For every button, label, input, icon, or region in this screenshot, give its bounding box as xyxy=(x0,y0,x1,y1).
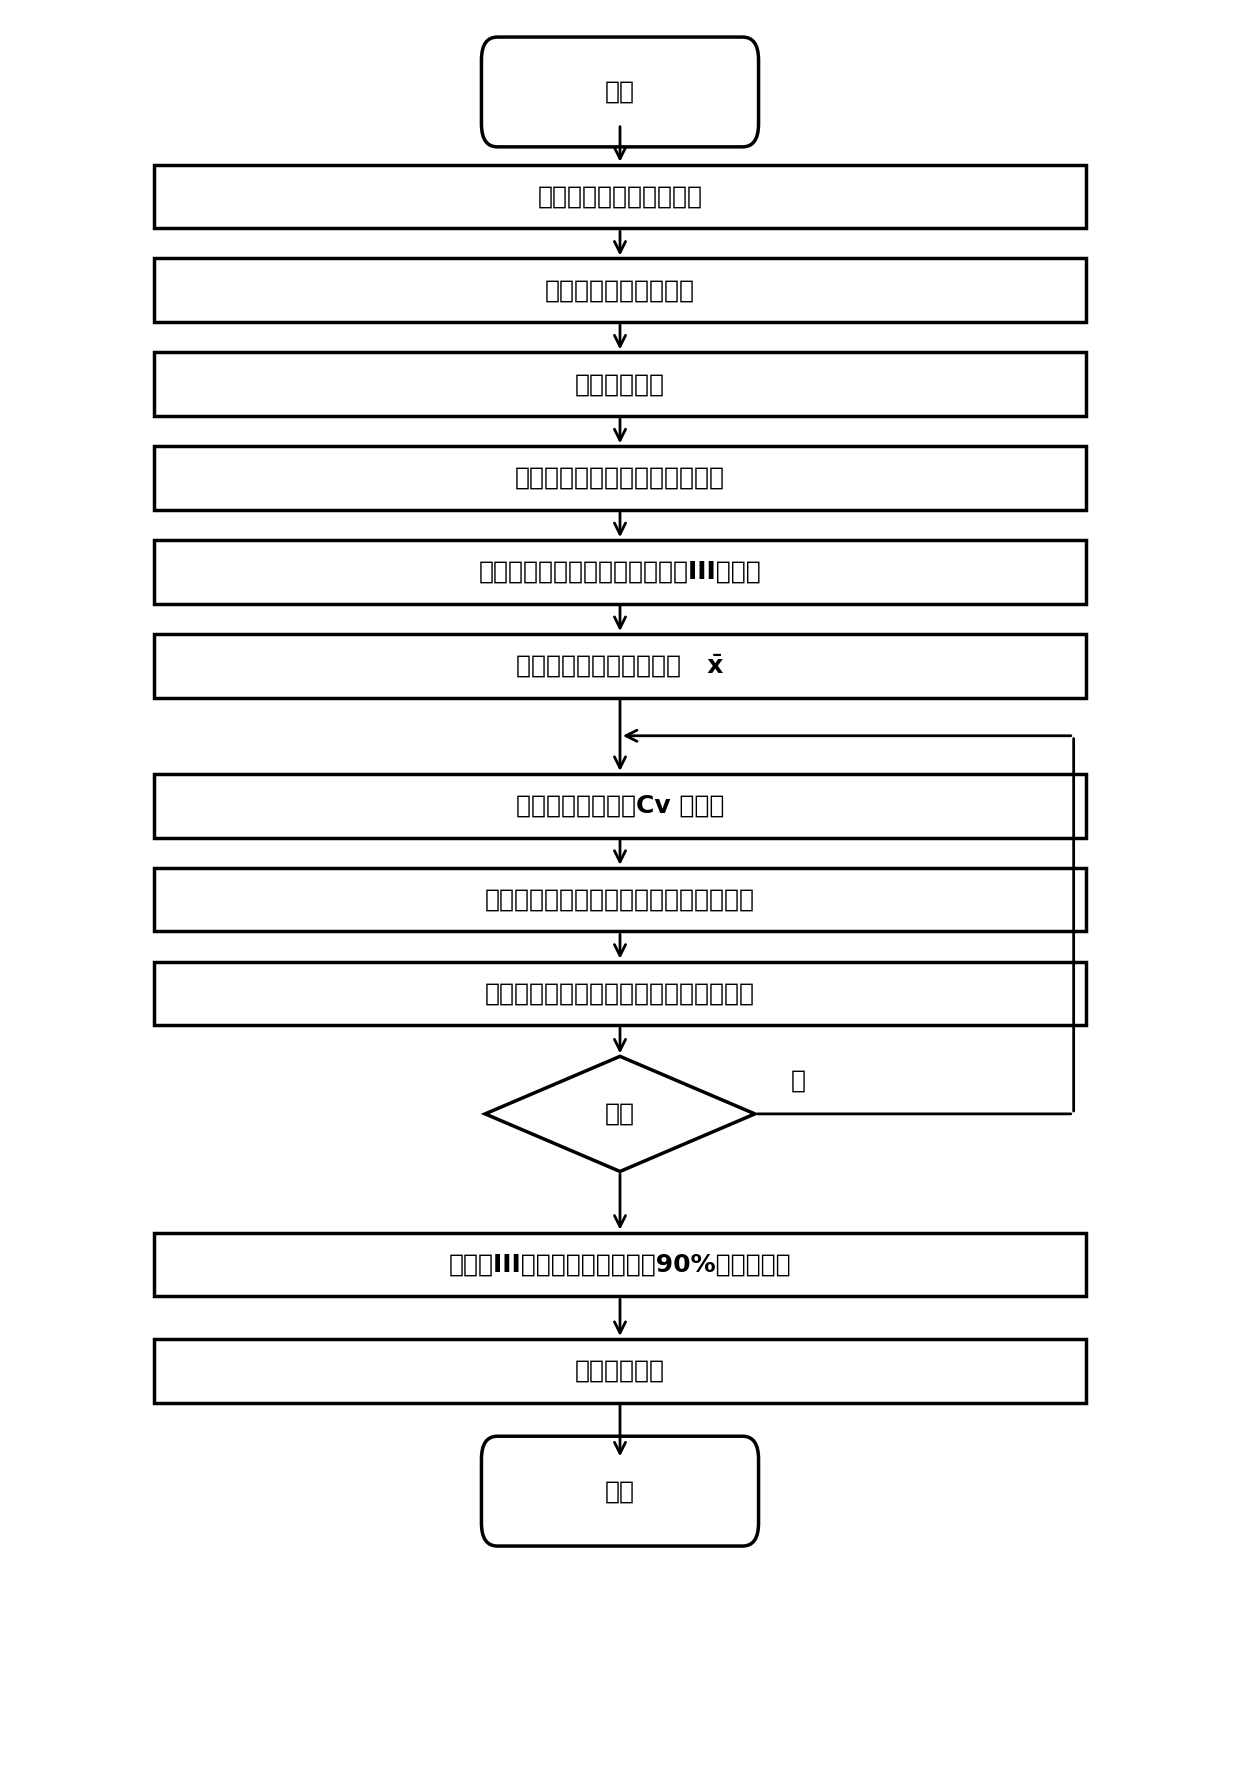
FancyBboxPatch shape xyxy=(154,164,1086,228)
Text: 河流生态流量: 河流生态流量 xyxy=(575,1358,665,1383)
Text: 矩法估计离差系数Cv 初估值: 矩法估计离差系数Cv 初估值 xyxy=(516,794,724,818)
Polygon shape xyxy=(485,1057,755,1171)
Text: 否: 否 xyxy=(790,1069,805,1092)
FancyBboxPatch shape xyxy=(154,1339,1086,1403)
FancyBboxPatch shape xyxy=(481,1437,759,1546)
Text: 选定水文频率分布线型为皮尔逊III型分布: 选定水文频率分布线型为皮尔逊III型分布 xyxy=(479,560,761,584)
Text: 皮尔逊III型理论频率曲线上求90%保证率流量: 皮尔逊III型理论频率曲线上求90%保证率流量 xyxy=(449,1253,791,1276)
Text: 分析理论频率曲线与经验点据的拟合情况: 分析理论频率曲线与经验点据的拟合情况 xyxy=(485,982,755,1005)
Text: 收集河流长系列逐日流量: 收集河流长系列逐日流量 xyxy=(537,184,703,209)
Text: 统计河流每年平均流量: 统计河流每年平均流量 xyxy=(546,278,694,302)
FancyBboxPatch shape xyxy=(154,259,1086,323)
Text: 结束: 结束 xyxy=(605,1480,635,1503)
Text: 计算经验频率: 计算经验频率 xyxy=(575,373,665,396)
Text: 矩法估计年平均流量均值   x̄: 矩法估计年平均流量均值 x̄ xyxy=(516,653,724,678)
FancyBboxPatch shape xyxy=(154,868,1086,932)
FancyBboxPatch shape xyxy=(154,775,1086,837)
Text: 在绘有经验点据的图上绘制理论频率曲线: 在绘有经验点据的图上绘制理论频率曲线 xyxy=(485,887,755,912)
FancyBboxPatch shape xyxy=(154,634,1086,698)
FancyBboxPatch shape xyxy=(154,352,1086,416)
Text: 匹配: 匹配 xyxy=(605,1101,635,1126)
FancyBboxPatch shape xyxy=(154,541,1086,603)
FancyBboxPatch shape xyxy=(154,962,1086,1025)
FancyBboxPatch shape xyxy=(154,446,1086,511)
Text: 开始: 开始 xyxy=(605,80,635,104)
FancyBboxPatch shape xyxy=(481,37,759,146)
FancyBboxPatch shape xyxy=(154,1233,1086,1296)
Text: 在频率格纸上点绘经验频率点据: 在频率格纸上点绘经验频率点据 xyxy=(515,466,725,491)
